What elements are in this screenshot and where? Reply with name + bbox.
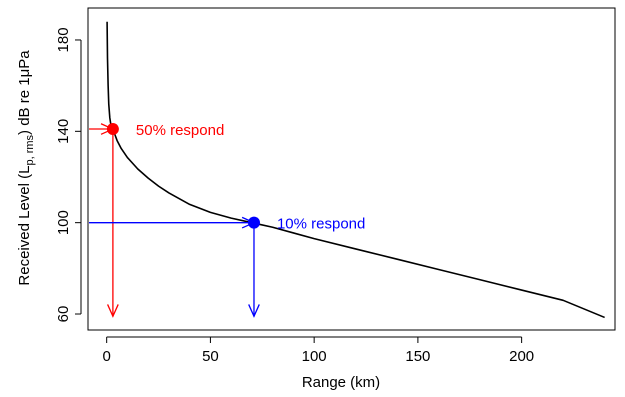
- y-tick-label: 180: [55, 27, 72, 52]
- arrow-head: [107, 304, 119, 318]
- response-point: [106, 123, 119, 136]
- y-axis-title-suffix: ) dB re 1: [16, 77, 33, 135]
- y-axis-title-mu: μ: [16, 69, 33, 78]
- x-tick-label: 150: [405, 348, 430, 365]
- x-axis: 0 50 100 150 200: [103, 336, 534, 365]
- arrow-head: [248, 304, 260, 318]
- x-tick-label: 0: [103, 348, 111, 365]
- x-tick-label: 50: [202, 348, 219, 365]
- y-tick-label: 140: [55, 119, 72, 144]
- response-label: 10% respond: [277, 216, 365, 233]
- y-axis: 60 100 140 180: [55, 27, 82, 323]
- y-axis-title-prefix: Received Level (L: [16, 166, 33, 286]
- x-axis-title: Range (km): [302, 374, 380, 391]
- x-tick-label: 200: [509, 348, 534, 365]
- arrow-layer: [89, 123, 260, 318]
- point-layer: 50% respond 10% respond: [106, 122, 365, 233]
- y-tick-label: 60: [55, 306, 72, 323]
- y-tick-label: 100: [55, 210, 72, 235]
- response-point: [247, 216, 260, 229]
- series-layer: [106, 21, 605, 319]
- response-curve: [106, 21, 605, 319]
- y-axis-title-subscript: p, rms: [24, 134, 36, 165]
- response-label: 50% respond: [136, 122, 224, 139]
- y-axis-title-unit: Pa: [16, 50, 33, 69]
- x-tick-label: 100: [302, 348, 327, 365]
- plot-frame: [87, 7, 616, 331]
- y-axis-title: Received Level (Lp, rms) dB re 1μPa: [16, 50, 36, 286]
